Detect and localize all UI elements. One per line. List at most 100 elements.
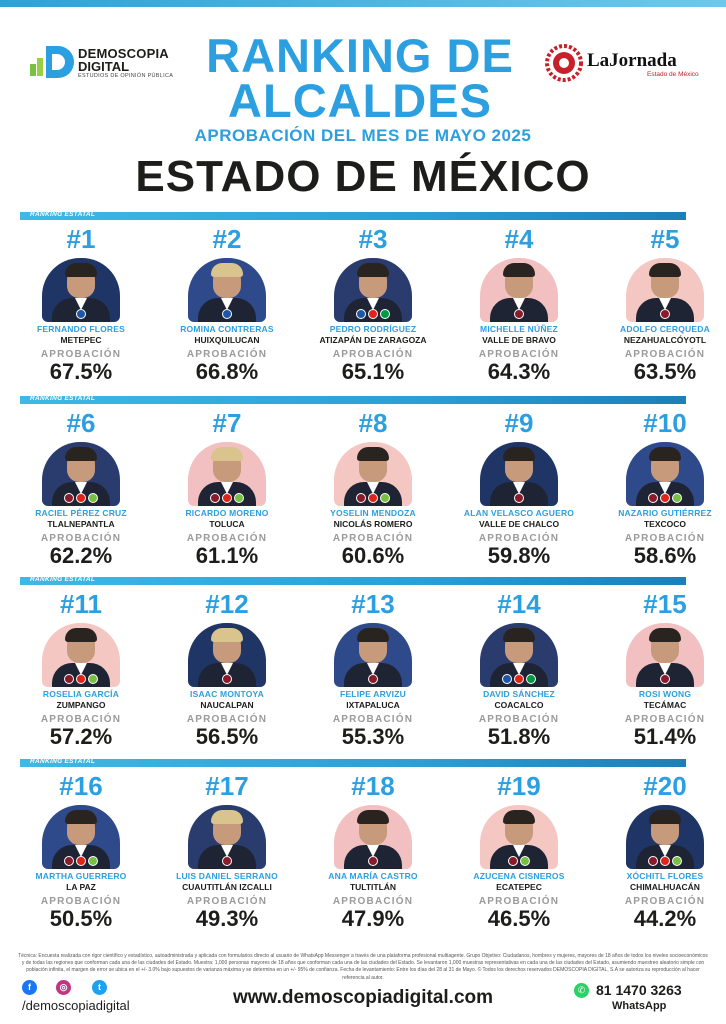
approval-label: APROBACIÓN (332, 533, 414, 544)
approval-label: APROBACIÓN (40, 349, 122, 360)
municipality-name: ATIZAPÁN DE ZARAGOZA (319, 335, 427, 345)
mayor-card: #2 ROMINA CONTRERAS HUIXQUILUCAN APROBACIÓN… (164, 224, 290, 400)
municipality-name: VALLE DE BRAVO (482, 335, 556, 345)
section-label: RANKING ESTATAL (30, 395, 96, 402)
portrait-hair (211, 447, 243, 461)
mayor-card: #20 XÓCHITL FLORES CHIMALHUACÁN APROBACIÓN 4… (602, 771, 726, 947)
rank-number: #7 (212, 408, 242, 438)
section-label: RANKING ESTATAL (30, 576, 96, 583)
municipality-name: VALLE DE CHALCO (478, 519, 560, 529)
approval-label: APROBACIÓN (332, 349, 414, 360)
party-logo-icon (88, 493, 98, 503)
municipality-name: NAUCALPAN (200, 700, 254, 710)
party-badges (188, 309, 266, 319)
sun-logo-icon (545, 44, 583, 82)
municipality-name: TOLUCA (209, 519, 245, 529)
mayor-photo (480, 805, 558, 869)
approval-value: 59.8% (487, 543, 551, 568)
portrait-hair (503, 628, 535, 642)
mayor-card: #8 YOSELIN MENDOZA NICOLÁS ROMERO APROBACIÓ… (310, 408, 436, 584)
mayor-card: #11 ROSELIA GARCÍA ZUMPANGO APROBACIÓN 57.2% (18, 589, 144, 765)
mayor-name: RACIEL PÉREZ CRUZ (35, 508, 127, 518)
party-logo-icon (660, 493, 670, 503)
party-logo-icon (64, 856, 74, 866)
approval-value: 51.4% (633, 724, 697, 749)
mayor-name: YOSELIN MENDOZA (330, 508, 416, 518)
portrait-hair (649, 628, 681, 642)
party-logo-icon (648, 493, 658, 503)
approval-value: 47.9% (341, 906, 405, 931)
mayor-card: #18 ANA MARÍA CASTRO TULTITLÁN APROBACIÓN 47… (310, 771, 436, 947)
party-logo-icon (222, 856, 232, 866)
party-badges (42, 309, 120, 319)
mayor-photo (188, 258, 266, 322)
rank-number: #9 (504, 408, 534, 438)
approval-value: 58.6% (633, 543, 697, 568)
portrait-hair (357, 810, 389, 824)
twitter-icon[interactable]: t (92, 980, 107, 995)
approval-label: APROBACIÓN (478, 533, 560, 544)
party-badges (188, 493, 266, 503)
instagram-icon[interactable]: ◎ (56, 980, 71, 995)
approval-label: APROBACIÓN (186, 533, 268, 544)
approval-value: 61.1% (195, 543, 259, 568)
party-logo-icon (368, 856, 378, 866)
approval-value: 50.5% (49, 906, 113, 931)
mayor-name: PEDRO RODRÍGUEZ (329, 324, 417, 334)
top-stripe (0, 0, 726, 7)
website-link[interactable]: www.demoscopiadigital.com (232, 987, 494, 1008)
party-logo-icon (514, 309, 524, 319)
whatsapp-phone[interactable]: 81 1470 3263 (596, 982, 682, 998)
section-bar: RANKING ESTATAL (20, 576, 686, 585)
rank-number: #12 (205, 589, 249, 619)
municipality-name: TEXCOCO (643, 519, 687, 529)
approval-label: APROBACIÓN (332, 714, 414, 725)
approval-label: APROBACIÓN (186, 349, 268, 360)
party-logo-icon (648, 856, 658, 866)
party-badges (188, 674, 266, 684)
party-logo-icon (672, 856, 682, 866)
municipality-name: METEPEC (60, 335, 102, 345)
ranking-section: RANKING ESTATAL #11 ROSELIA GARCÍA ZUMPANGO… (18, 576, 706, 765)
mayor-photo (42, 258, 120, 322)
party-logo-icon (380, 309, 390, 319)
whatsapp-block: ✆ 81 1470 3263 WhatsApp (574, 982, 714, 1018)
methodology-footnote: Técnica: Encuesta realizada con rigor ci… (18, 953, 708, 981)
party-badges (334, 674, 412, 684)
facebook-icon[interactable]: f (22, 980, 37, 995)
approval-value: 66.8% (195, 359, 259, 384)
party-logo-icon (76, 856, 86, 866)
party-logo-icon (514, 674, 524, 684)
mayor-card: #14 DAVID SÁNCHEZ COACALCO APROBACIÓN 51.8% (456, 589, 582, 765)
mayor-name: FELIPE ARVIZU (340, 689, 406, 699)
mayor-photo (188, 442, 266, 506)
rank-number: #11 (60, 589, 102, 619)
mayor-card: #4 MICHELLE NÚÑEZ VALLE DE BRAVO APROBACIÓN… (456, 224, 582, 400)
portrait-hair (649, 810, 681, 824)
whatsapp-label: WhatsApp (612, 1000, 667, 1012)
portrait-hair (503, 447, 535, 461)
rank-number: #8 (358, 408, 388, 438)
mayor-name: LUIS DANIEL SERRANO (176, 871, 278, 881)
mayor-card: #7 RICARDO MORENO TOLUCA APROBACIÓN 61.1% (164, 408, 290, 584)
municipality-name: NEZAHUALCÓYOTL (623, 335, 707, 345)
mayor-card: #15 ROSI WONG TECÁMAC APROBACIÓN 51.4% (602, 589, 726, 765)
mayor-photo (480, 442, 558, 506)
party-logo-icon (222, 309, 232, 319)
section-bar: RANKING ESTATAL (20, 211, 686, 220)
party-badges (480, 856, 558, 866)
whatsapp-icon: ✆ (574, 983, 589, 998)
brand-left-line1: DEMOSCOPIA (78, 46, 169, 61)
ranking-section: RANKING ESTATAL #6 RACIEL PÉREZ CRUZ TLALNE… (20, 395, 712, 584)
mayor-photo (42, 623, 120, 687)
party-badges (42, 493, 120, 503)
portrait-hair (65, 628, 97, 642)
party-logo-icon (520, 856, 530, 866)
party-badges (626, 309, 704, 319)
rank-number: #6 (66, 408, 96, 438)
demoscopia-logo: DEMOSCOPIA DIGITAL ESTUDIOS DE OPINIÓN P… (30, 42, 180, 84)
approval-value: 56.5% (195, 724, 259, 749)
rank-number: #10 (643, 408, 687, 438)
party-badges (42, 674, 120, 684)
municipality-name: COACALCO (494, 700, 544, 710)
